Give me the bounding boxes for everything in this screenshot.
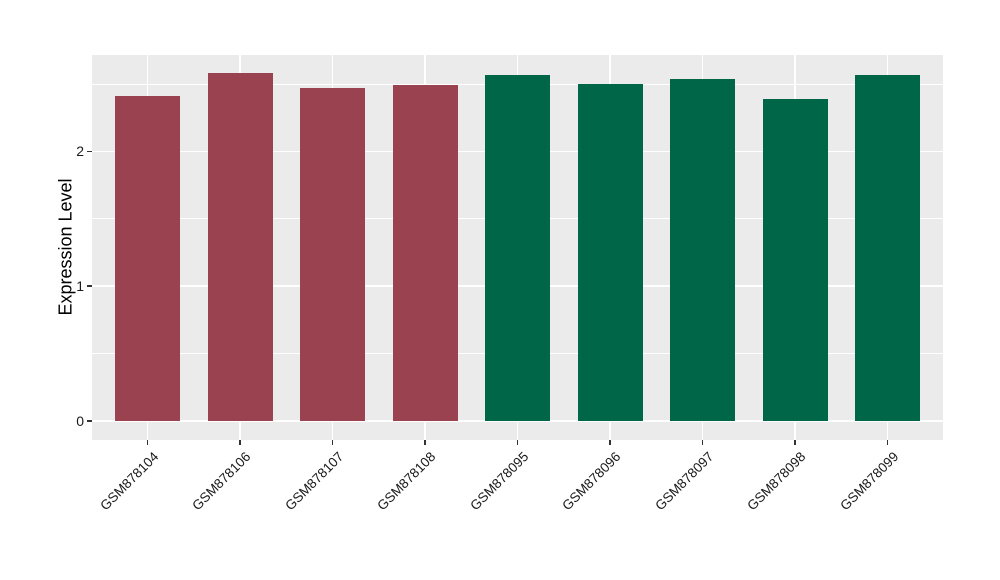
bar-GSM878097 [670,78,735,421]
bar-GSM878095 [485,74,550,421]
bar-GSM878108 [392,85,458,421]
x-tick-label-GSM878107: GSM878107 [281,449,347,514]
x-tick-label-GSM878096: GSM878096 [559,449,624,514]
x-tick-mark [886,440,889,445]
bar-GSM878098 [762,98,828,421]
x-tick-mark [146,440,149,445]
x-tick-label-GSM878106: GSM878106 [189,449,254,514]
y-axis-title: Expression Level [55,178,76,316]
y-tick-label: 0 [76,413,84,429]
bar-GSM878096 [577,84,643,421]
x-tick-mark [701,440,704,445]
x-tick-label-GSM878098: GSM878098 [744,449,809,514]
x-tick-mark [331,440,334,445]
bar-GSM878104 [115,96,180,421]
x-tick-mark [424,440,426,445]
y-tick-label: 2 [76,143,84,160]
plot-panel [92,55,943,440]
x-tick-mark [609,440,611,445]
x-tick-label-GSM878104: GSM878104 [96,449,162,514]
x-tick-label-GSM878095: GSM878095 [466,449,532,514]
x-tick-mark [794,440,796,445]
x-tick-mark [516,440,519,445]
bar-GSM878099 [855,74,920,421]
x-tick-label-GSM878108: GSM878108 [374,449,439,514]
x-tick-mark [239,440,241,445]
bar-GSM878106 [207,73,273,421]
x-tick-label-GSM878099: GSM878099 [836,449,902,514]
x-tick-label-GSM878097: GSM878097 [651,449,717,514]
bar-GSM878107 [300,88,365,421]
